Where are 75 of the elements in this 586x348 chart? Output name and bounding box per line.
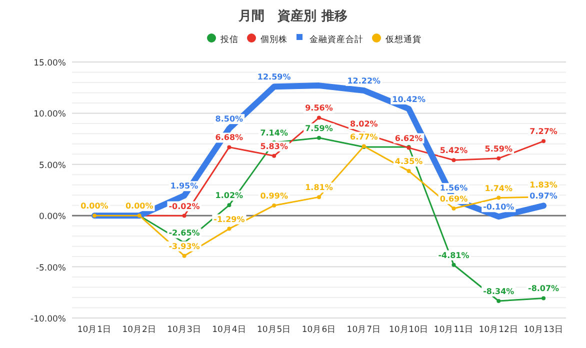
- data-label: 4.35%: [394, 157, 423, 166]
- point: [227, 226, 232, 231]
- y-tick-label: -10.00%: [30, 314, 66, 324]
- y-tick-label: 5.00%: [38, 160, 66, 171]
- data-label: 0.97%: [530, 192, 558, 201]
- x-tick-label: 10月2日: [122, 325, 156, 335]
- data-label: -8.07%: [528, 284, 560, 294]
- data-label: 1.81%: [305, 183, 333, 192]
- point: [496, 156, 501, 160]
- point: [406, 169, 411, 174]
- data-label: -1.29%: [214, 214, 245, 224]
- y-tick-label: 0.00%: [38, 212, 66, 222]
- chart-title: 月間 資産別 推移: [238, 8, 348, 24]
- x-tick-label: 10月3日: [167, 325, 202, 335]
- x-tick-label: 10月4日: [212, 325, 246, 335]
- y-tick-label: 10.00%: [34, 110, 66, 120]
- y-tick-label: 15.00%: [34, 58, 66, 68]
- x-tick-label: 10月6日: [302, 325, 336, 335]
- data-label: 12.22%: [347, 76, 381, 86]
- data-label: 1.56%: [440, 184, 468, 193]
- point: [452, 206, 456, 211]
- point: [542, 139, 546, 144]
- data-label: 5.59%: [484, 144, 513, 154]
- data-label: 5.83%: [260, 142, 288, 151]
- data-label: 8.02%: [350, 119, 378, 128]
- point: [272, 154, 276, 158]
- data-label: -0.02%: [168, 202, 200, 211]
- data-label: 12.59%: [257, 72, 291, 82]
- point: [452, 262, 456, 267]
- point: [182, 214, 186, 218]
- x-tick-label: 10月5日: [256, 325, 292, 335]
- x-tick-label: 10月12日: [478, 325, 518, 335]
- data-label: 0.00%: [80, 202, 108, 211]
- data-label: 1.74%: [484, 184, 513, 193]
- data-label: 10.42%: [392, 94, 426, 104]
- data-label: 7.59%: [305, 124, 333, 133]
- data-label: -8.34%: [483, 287, 514, 296]
- data-label: 1.95%: [170, 182, 198, 191]
- point: [227, 203, 232, 208]
- point: [227, 145, 232, 150]
- point: [496, 196, 501, 200]
- point: [317, 136, 321, 140]
- data-label: 6.77%: [350, 132, 378, 142]
- data-label: 6.62%: [394, 134, 423, 143]
- data-label: -4.81%: [438, 250, 470, 260]
- data-label: -3.93%: [168, 242, 200, 251]
- x-tick-label: 10月10日: [389, 325, 429, 335]
- data-label: 1.02%: [215, 191, 244, 200]
- point: [317, 116, 321, 120]
- data-label: -2.65%: [168, 228, 200, 238]
- x-tick-label: 10月7日: [346, 325, 382, 335]
- point: [452, 158, 456, 162]
- legend-label: 個別株: [260, 34, 288, 45]
- data-label: 6.68%: [215, 133, 244, 142]
- y-tick-label: -5.00%: [36, 263, 66, 274]
- data-label: 0.99%: [260, 191, 288, 200]
- x-tick-label: 10月13日: [524, 325, 564, 335]
- data-label: 1.83%: [530, 180, 558, 190]
- x-tick-label: 10月11日: [434, 325, 474, 335]
- data-label: 5.42%: [440, 146, 468, 156]
- legend-label: 金融資産合計: [310, 34, 364, 45]
- legend-label: 仮想通貨: [386, 34, 422, 45]
- point: [496, 299, 501, 303]
- data-label: 7.14%: [260, 128, 288, 138]
- data-label: 0.00%: [125, 202, 154, 211]
- x-tick-label: 10月1日: [77, 325, 112, 335]
- data-label: -0.10%: [483, 202, 514, 212]
- point: [542, 296, 546, 300]
- data-label: 8.50%: [215, 114, 244, 124]
- point: [317, 195, 321, 200]
- point: [182, 254, 186, 258]
- data-label: 9.56%: [305, 104, 333, 113]
- point: [272, 203, 276, 208]
- legend-label: 投信: [220, 34, 238, 45]
- data-label: 7.27%: [530, 127, 558, 136]
